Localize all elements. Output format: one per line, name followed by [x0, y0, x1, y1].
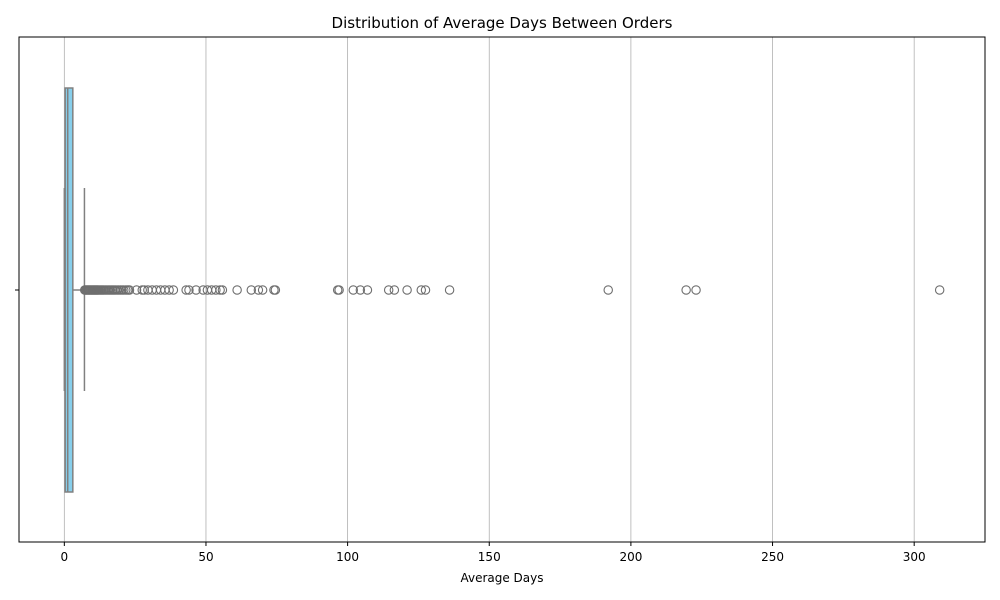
- iqr-box: [64, 87, 74, 493]
- outlier-point: [334, 285, 344, 295]
- grid-layer: [63, 37, 915, 542]
- chart-title: Distribution of Average Days Between Ord…: [332, 14, 673, 32]
- outlier-point: [603, 285, 613, 295]
- outlier-point: [416, 285, 427, 295]
- x-tick-label: 50: [198, 550, 213, 564]
- outlier-point: [181, 285, 191, 295]
- x-tick-label: 150: [478, 550, 501, 564]
- outlier-point: [934, 285, 945, 295]
- outlier-point: [164, 285, 174, 295]
- outlier-point: [270, 285, 281, 295]
- outlier-point: [383, 285, 394, 295]
- outlier-point: [348, 285, 359, 295]
- x-tick-label: 300: [903, 550, 926, 564]
- tick-layer: 0 50 100 150 200 250 300: [15, 289, 926, 564]
- outlier-layer: [79, 285, 945, 295]
- plot-frame: [18, 36, 986, 543]
- outlier-point: [253, 285, 264, 295]
- x-tick-label: 100: [336, 550, 359, 564]
- outlier-point: [681, 285, 691, 295]
- outlier-point: [211, 285, 221, 295]
- outlier-point: [217, 285, 228, 295]
- outlier-point: [246, 285, 257, 295]
- outlier-point: [131, 285, 142, 295]
- x-tick-label: 0: [61, 550, 69, 564]
- outlier-point: [444, 285, 455, 295]
- outlier-point: [402, 285, 412, 295]
- outlier-point: [691, 285, 701, 295]
- outlier-point: [420, 285, 431, 295]
- outlier-point: [257, 285, 268, 295]
- x-axis-label: Average Days: [460, 571, 543, 585]
- x-tick-label: 200: [619, 550, 642, 564]
- outlier-point: [124, 285, 135, 295]
- x-tick-label: 250: [761, 550, 784, 564]
- outlier-point: [168, 285, 179, 295]
- outlier-point: [389, 285, 400, 295]
- outlier-point: [191, 285, 201, 295]
- outlier-point: [215, 285, 225, 295]
- outlier-point: [232, 285, 242, 295]
- outlier-point: [362, 285, 373, 295]
- outlier-point: [355, 285, 366, 295]
- outlier-point: [184, 285, 194, 295]
